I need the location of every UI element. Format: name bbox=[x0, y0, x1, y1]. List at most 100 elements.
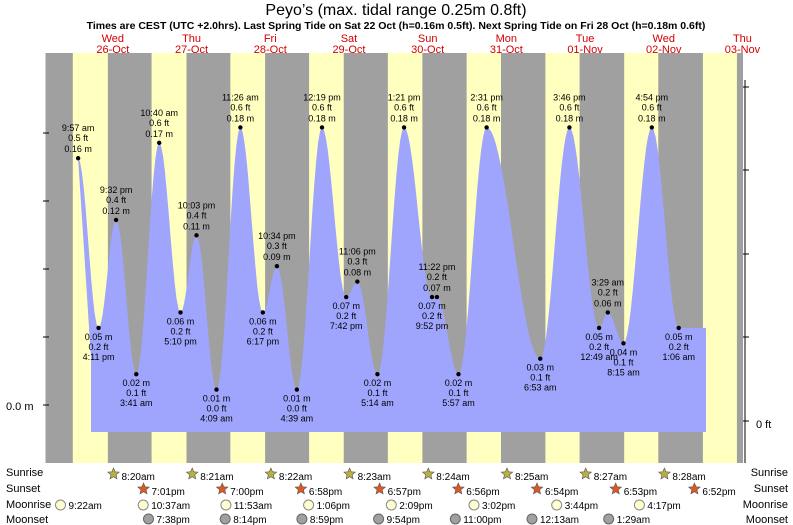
tide-point bbox=[375, 371, 380, 377]
tide-height-ft-label: 0.2 ft bbox=[422, 311, 443, 321]
tide-height-ft-label: 0.2 ft bbox=[598, 287, 619, 297]
row-label-right: Moonrise bbox=[743, 499, 788, 511]
tide-height-m-label: 0.17 m bbox=[145, 129, 173, 139]
date-label: 27-Oct bbox=[175, 44, 208, 56]
sunrise-icon bbox=[343, 467, 357, 480]
tide-height-ft-label: 0.6 ft bbox=[642, 102, 663, 112]
tide-height-ft-label: 0.6 ft bbox=[230, 102, 251, 112]
tide-labels: 9:57 am0.5 ft0.16 m0.05 m0.2 ft4:11 pm9:… bbox=[62, 92, 695, 423]
moonrise-time: 3:44pm bbox=[565, 501, 598, 512]
astro-rows: Sunrise Sunrise Sunset Sunset Moonrise Moonri… bbox=[6, 467, 788, 525]
tide-time-label: 5:14 am bbox=[361, 398, 394, 408]
tide-time-label: 10:03 pm bbox=[178, 200, 216, 210]
right-gutter bbox=[743, 53, 793, 463]
tide-height-m-label: 0.07 m bbox=[332, 301, 360, 311]
tide-point bbox=[434, 294, 440, 300]
moonset-icon bbox=[296, 513, 308, 525]
moonrise-icon bbox=[551, 499, 563, 511]
tide-height-m-label: 0.18 m bbox=[556, 113, 584, 123]
tide-time-label: 10:40 am bbox=[140, 108, 178, 118]
sunset-time: 7:01pm bbox=[152, 487, 185, 498]
tide-point bbox=[484, 125, 489, 130]
date-label: 31-Oct bbox=[490, 44, 523, 56]
tide-height-ft-label: 0.2 ft bbox=[89, 342, 110, 352]
moonrise-time: 11:53am bbox=[234, 501, 272, 512]
sunrise-icon bbox=[421, 467, 435, 480]
tide-area bbox=[78, 127, 707, 433]
tide-height-ft-label: 0.4 ft bbox=[186, 210, 207, 220]
tide-point bbox=[676, 325, 681, 331]
sunset-icon bbox=[530, 482, 544, 495]
tide-time-label: 7:42 pm bbox=[330, 321, 363, 331]
tide-height-m-label: 0.05 m bbox=[665, 332, 693, 342]
tide-time-label: 10:34 pm bbox=[258, 231, 296, 241]
date-label: 03-Nov bbox=[725, 44, 761, 56]
sunrise-time: 8:25am bbox=[515, 472, 548, 483]
sunrise-icon bbox=[264, 467, 278, 480]
moonset-time: 9:54pm bbox=[387, 515, 420, 525]
tide-height-m-label: 0.07 m bbox=[418, 301, 446, 311]
tide-time-label: 4:54 pm bbox=[636, 92, 669, 102]
sunrise-icon bbox=[107, 467, 120, 480]
row-label-left: Moonset bbox=[6, 514, 48, 525]
tide-time-label: 6:53 am bbox=[524, 383, 557, 393]
sunset-time: 6:57pm bbox=[388, 487, 421, 498]
moonset-icon bbox=[603, 513, 615, 525]
moonrise-icon bbox=[633, 499, 645, 511]
sunrise-icon bbox=[579, 467, 593, 480]
moonset-time: 8:14pm bbox=[233, 515, 266, 525]
day-of-week-label: Thu bbox=[733, 33, 752, 45]
moonset-time: 7:38pm bbox=[157, 515, 190, 525]
moonrise-time: 9:22am bbox=[69, 501, 102, 512]
tide-height-m-label: 0.11 m bbox=[183, 221, 210, 231]
tide-height-m-label: 0.03 m bbox=[527, 363, 555, 373]
tide-height-m-label: 0.05 m bbox=[85, 332, 113, 342]
day-of-week-label: Thu bbox=[182, 33, 201, 45]
day-of-week-label: Sat bbox=[341, 33, 358, 45]
moonrise-icon bbox=[220, 499, 232, 511]
tide-time-label: 5:10 pm bbox=[164, 336, 197, 346]
tide-height-m-label: 0.04 m bbox=[610, 347, 638, 357]
tide-height-ft-label: 0.5 ft bbox=[68, 133, 89, 143]
tide-time-label: 3:46 pm bbox=[553, 92, 586, 102]
tide-height-m-label: 0.02 m bbox=[364, 378, 392, 388]
sunset-time: 6:53pm bbox=[624, 487, 657, 498]
tide-time-label: 4:11 pm bbox=[83, 352, 115, 362]
moonrise-icon bbox=[55, 499, 66, 511]
tide-time-label: 1:21 pm bbox=[388, 92, 421, 102]
date-label: 30-Oct bbox=[411, 44, 444, 56]
moonrise-icon bbox=[468, 499, 480, 511]
moonrise-time: 2:09pm bbox=[399, 501, 432, 512]
tide-height-ft-label: 0.3 ft bbox=[347, 257, 368, 267]
sunset-icon bbox=[373, 482, 387, 495]
row-label-left: Sunset bbox=[6, 483, 40, 495]
tide-height-m-label: 0.18 m bbox=[638, 113, 666, 123]
tide-point bbox=[649, 125, 655, 130]
chart-subtitle: Times are CEST (UTC +2.0hrs). Last Sprin… bbox=[87, 20, 706, 32]
tide-height-m-label: 0.01 m bbox=[203, 394, 231, 404]
tide-point bbox=[343, 294, 349, 300]
tide-point bbox=[294, 387, 300, 392]
sunset-time: 6:56pm bbox=[466, 487, 499, 498]
day-of-week-label: Wed bbox=[653, 33, 675, 45]
moonset-icon bbox=[143, 513, 154, 525]
sunset-icon bbox=[215, 482, 229, 495]
tide-point bbox=[134, 371, 139, 377]
sunset-time: 6:52pm bbox=[702, 487, 735, 498]
tide-point bbox=[538, 356, 543, 361]
sunrise-time: 8:24am bbox=[436, 472, 469, 483]
moonset-time: 1:29am bbox=[617, 515, 650, 525]
tide-height-ft-label: 0.2 ft bbox=[427, 272, 448, 282]
sunrise-icon bbox=[185, 467, 199, 480]
tide-height-m-label: 0.18 m bbox=[227, 113, 255, 123]
tide-time-label: 3:41 am bbox=[120, 398, 153, 408]
moonrise-time: 10:37am bbox=[151, 501, 190, 512]
sunset-time: 6:58pm bbox=[309, 487, 342, 498]
tide-point bbox=[401, 125, 407, 130]
tide-height-m-label: 0.18 m bbox=[473, 113, 501, 123]
sunset-icon bbox=[294, 482, 308, 495]
day-labels: Wed26-OctThu27-OctFri28-OctSat29-OctSun3… bbox=[96, 33, 760, 56]
tide-height-ft-label: 0.1 ft bbox=[530, 373, 551, 383]
tide-point bbox=[319, 125, 325, 130]
